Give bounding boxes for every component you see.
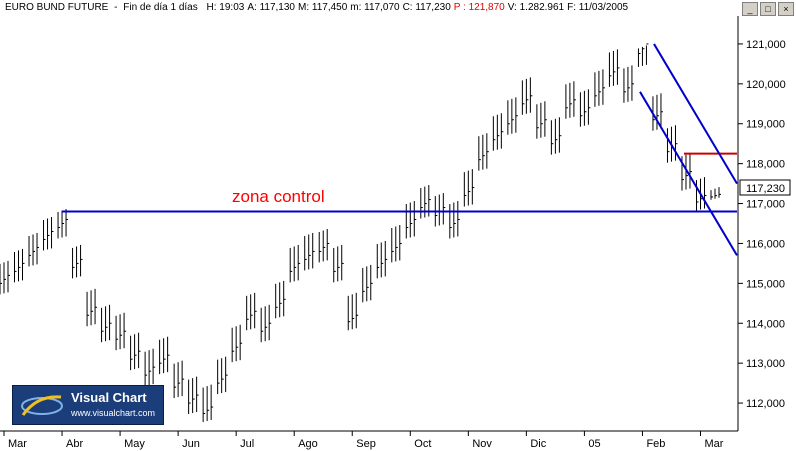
header-field: m: 117,070	[350, 2, 400, 13]
trend-lines	[62, 43, 738, 256]
header-field: A: 117,130	[247, 2, 295, 13]
price-bars	[0, 43, 721, 423]
x-tick-label: Sep	[356, 438, 376, 450]
y-tick-label: 116,000	[746, 238, 785, 250]
y-tick-label: 118,000	[746, 159, 785, 171]
x-tick-label: Ago	[298, 438, 318, 450]
y-tick-label: 112,000	[746, 398, 785, 410]
chart-header: EURO BUND FUTURE - Fin de día 1 días H: …	[0, 0, 796, 16]
x-tick-label: Nov	[472, 438, 492, 450]
channel-lower-line	[639, 91, 738, 256]
logo-url: www.visualchart.com	[71, 408, 156, 418]
x-tick-label: Abr	[66, 438, 83, 450]
x-tick-label: Jul	[240, 438, 254, 450]
y-tick-label: 119,000	[746, 119, 785, 131]
separator: -	[114, 2, 118, 13]
logo-swoosh-icon	[21, 395, 63, 416]
channel-upper-line	[653, 43, 738, 185]
x-tick-label: Dic	[530, 438, 546, 450]
header-field: H: 19:03	[206, 2, 245, 13]
current-price-marker: 117,230	[739, 179, 791, 196]
period-label: Fin de día 1 días	[123, 2, 198, 13]
header-field: F: 11/03/2005	[567, 2, 629, 13]
y-axis: 121,000 120,000 119,000 118,000 117,000 116,0…	[738, 39, 786, 410]
x-tick-label: Feb	[646, 438, 665, 450]
y-tick-label: 121,000	[746, 39, 786, 51]
minimize-button[interactable]: _	[742, 2, 758, 16]
x-axis: Mar Abr May Jun Jul Ago Sep Oct Nov Dic 05 Feb Mar	[3, 431, 724, 450]
x-tick-label: 05	[588, 438, 600, 450]
header-field: C: 117,230	[402, 2, 451, 13]
visual-chart-logo: Visual Chart www.visualchart.com	[12, 385, 164, 425]
header-field: P : 121,870	[453, 2, 505, 13]
header-field: M: 117,450	[297, 2, 348, 13]
x-tick-label: Jun	[182, 438, 200, 450]
y-tick-label: 114,000	[746, 318, 785, 330]
zona-control-annotation: zona control	[232, 187, 325, 206]
header-field: V: 1.282.961	[507, 2, 565, 13]
maximize-button[interactable]: □	[760, 2, 776, 16]
logo-title: Visual Chart	[71, 390, 147, 405]
current-price-label: 117,230	[746, 183, 785, 195]
y-tick-label: 115,000	[746, 278, 785, 290]
instrument-name: EURO BUND FUTURE	[5, 2, 109, 13]
y-tick-label: 117,000	[746, 199, 785, 211]
x-tick-label: Oct	[414, 438, 431, 450]
plot-area	[0, 16, 738, 431]
close-button[interactable]: ×	[778, 2, 794, 16]
window-controls: _ □ ×	[742, 2, 794, 16]
y-tick-label: 120,000	[746, 79, 786, 91]
x-tick-label: Mar	[8, 438, 27, 450]
y-tick-label: 113,000	[746, 358, 785, 370]
x-tick-label: May	[124, 438, 145, 450]
x-tick-label: Mar	[704, 438, 723, 450]
header-fields: H: 19:03 A: 117,130 M: 117,450 m: 117,070 C:…	[204, 2, 629, 13]
